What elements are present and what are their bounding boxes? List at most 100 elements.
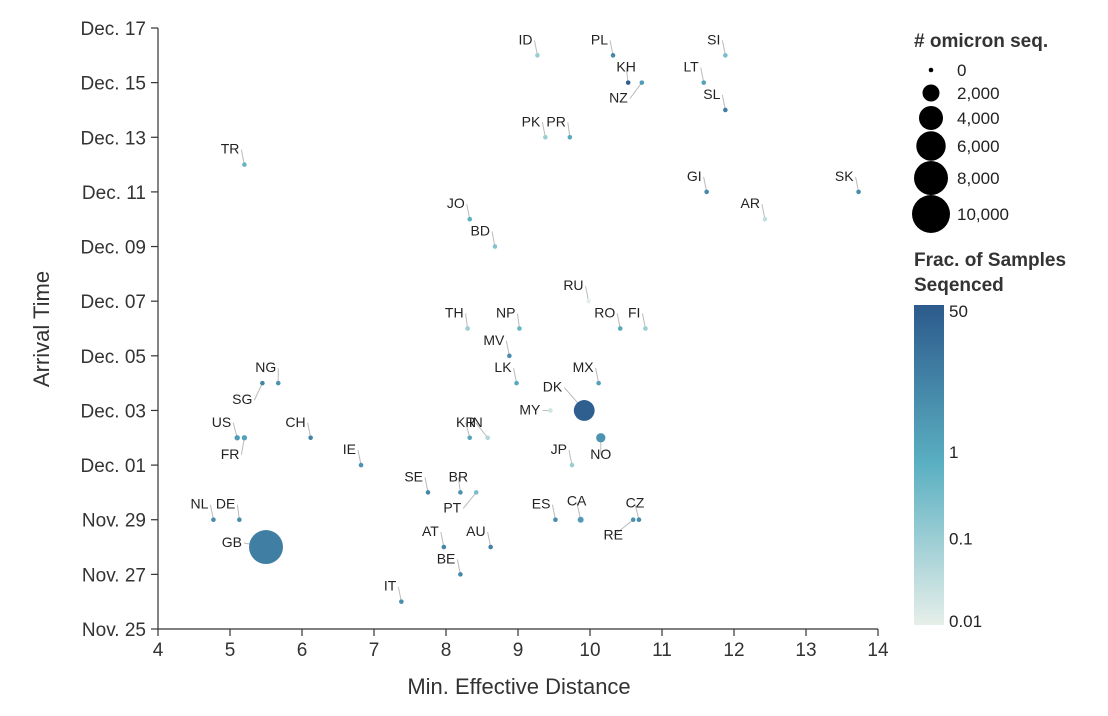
point-pk — [543, 134, 548, 140]
y-tick-label: Dec. 01 — [81, 456, 146, 477]
leader-line-bd — [491, 231, 496, 247]
point-label-gi: GI — [687, 168, 702, 184]
point-label-us: US — [212, 414, 231, 430]
point-label-si: SI — [707, 31, 720, 47]
point-label-ie: IE — [343, 441, 356, 457]
leader-line-sg — [253, 382, 263, 401]
point-pl — [610, 53, 616, 58]
leader-line-kh — [625, 67, 629, 83]
leader-line-lt — [700, 67, 705, 83]
leader-line-fi — [641, 313, 646, 329]
y-tick-label: Dec. 15 — [81, 74, 146, 95]
point-label-se: SE — [404, 468, 423, 484]
leader-line-sk — [855, 176, 860, 193]
point-ru — [586, 298, 591, 304]
size-legend-circle — [928, 67, 934, 73]
leader-line-mx — [595, 368, 600, 384]
leader-line-jp — [568, 449, 573, 466]
color-legend-gradient — [914, 305, 944, 625]
size-legend-label: 0 — [957, 61, 966, 80]
x-tick-label: 11 — [652, 640, 672, 661]
size-legend-circle — [918, 105, 944, 131]
point-label-sl: SL — [703, 86, 720, 102]
size-legend-circle — [916, 131, 946, 161]
point-label-tr: TR — [221, 141, 240, 157]
point-th — [465, 326, 470, 331]
legend: # omicron seq. 0 2,000 4,000 6,000 8,000 10,0… — [912, 31, 1066, 631]
point-gi — [704, 189, 709, 195]
x-axis-title: Min. Effective Distance — [407, 674, 630, 699]
point-no — [596, 433, 606, 443]
point-ie — [358, 462, 364, 468]
point-gb — [249, 530, 283, 565]
point-dk — [573, 400, 595, 421]
point-label-th: TH — [445, 305, 464, 321]
point-se — [425, 490, 431, 495]
point-np — [517, 326, 522, 331]
leader-line-it — [397, 586, 402, 602]
leader-line-nz — [629, 82, 643, 99]
leader-line-pt — [462, 492, 477, 509]
leader-line-at — [440, 531, 445, 548]
point-es — [553, 517, 558, 523]
point-mv — [507, 353, 512, 359]
size-legend-circle — [922, 84, 940, 102]
leader-line-ru — [585, 286, 590, 302]
point-in — [485, 435, 491, 441]
y-tick-label: Nov. 27 — [82, 565, 146, 586]
point-label-be: BE — [437, 550, 456, 566]
leader-line-tr — [240, 149, 245, 165]
size-legend-label: 6,000 — [957, 137, 1000, 156]
point-cz — [636, 517, 642, 523]
point-ro — [617, 326, 623, 331]
size-legend-label: 2,000 — [957, 84, 1000, 103]
size-legend: 0 2,000 4,000 6,000 8,000 10,000 — [912, 61, 1009, 233]
size-legend-title: # omicron seq. — [914, 31, 1048, 52]
point-fr — [241, 435, 248, 441]
leader-line-ro — [616, 313, 621, 329]
point-br — [458, 490, 463, 495]
point-label-re: RE — [603, 527, 622, 543]
point-sl — [723, 107, 728, 113]
size-legend-label: 8,000 — [957, 169, 1000, 188]
point-label-no: NO — [590, 446, 611, 462]
point-label-jp: JP — [551, 441, 567, 457]
leader-line-kr — [465, 422, 471, 438]
y-tick-label: Dec. 17 — [81, 19, 146, 40]
point-nl — [211, 517, 216, 523]
point-label-sg: SG — [232, 391, 252, 407]
leader-line-pk — [541, 122, 546, 138]
point-fi — [643, 326, 648, 331]
point-it — [399, 599, 404, 604]
leader-line-nl — [209, 504, 214, 520]
point-label-jo: JO — [447, 195, 465, 211]
leader-line-fr — [240, 437, 245, 455]
leader-line-id — [533, 40, 538, 56]
leader-line-se — [424, 477, 429, 493]
point-label-nl: NL — [191, 496, 209, 512]
y-tick-label: Dec. 05 — [81, 347, 146, 368]
point-label-ar: AR — [741, 195, 760, 211]
x-tick-label: 6 — [297, 640, 308, 661]
leader-line-th — [465, 313, 469, 329]
point-ch — [308, 435, 313, 441]
color-legend-tick-label: 0.1 — [949, 529, 973, 548]
point-label-kh: KH — [616, 59, 635, 75]
color-legend-tick-label: 0.01 — [949, 612, 982, 631]
leader-line-ca — [576, 501, 582, 520]
leader-line-in — [475, 422, 489, 439]
point-label-id: ID — [518, 31, 532, 47]
y-tick-label: Dec. 09 — [81, 238, 146, 259]
point-ca — [577, 516, 584, 523]
point-label-bd: BD — [471, 223, 490, 239]
point-sg — [260, 380, 265, 386]
y-tick-label: Dec. 11 — [82, 183, 146, 204]
point-label-ru: RU — [563, 277, 583, 293]
point-label-it: IT — [384, 578, 397, 594]
leader-line-au — [487, 531, 492, 548]
point-label-sk: SK — [835, 168, 854, 184]
point-label-lk: LK — [494, 359, 512, 375]
point-label-at: AT — [422, 523, 439, 539]
leader-line-de — [236, 504, 240, 520]
